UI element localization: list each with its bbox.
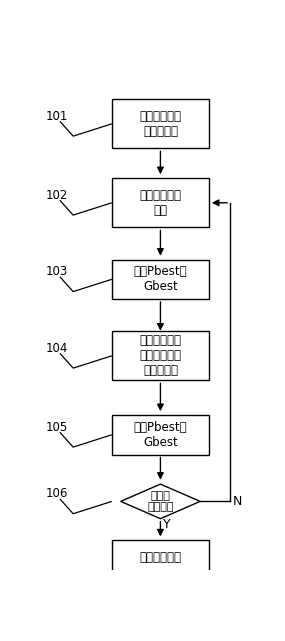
Polygon shape [121, 484, 200, 519]
FancyBboxPatch shape [112, 415, 209, 454]
Text: N: N [233, 495, 243, 508]
Text: 更新Pbest和
Gbest: 更新Pbest和 Gbest [134, 420, 187, 449]
FancyBboxPatch shape [112, 99, 209, 149]
Text: 计算粒子适应
度値: 计算粒子适应 度値 [139, 189, 182, 217]
Text: 106: 106 [46, 488, 68, 501]
Text: 101: 101 [46, 110, 68, 123]
Text: Y: Y [163, 518, 171, 531]
Text: 输出最好路径: 输出最好路径 [139, 551, 182, 563]
FancyBboxPatch shape [112, 260, 209, 299]
Text: 103: 103 [46, 265, 68, 278]
Text: 寻找Pbest和
Gbest: 寻找Pbest和 Gbest [134, 265, 187, 294]
FancyBboxPatch shape [112, 540, 209, 574]
Text: 初始化参数和
初始化种群: 初始化参数和 初始化种群 [139, 110, 182, 138]
FancyBboxPatch shape [112, 178, 209, 228]
Text: 满足终
止条件？: 满足终 止条件？ [147, 490, 174, 512]
Text: 引入交叉和变
异机制，更新
粒子和速度: 引入交叉和变 异机制，更新 粒子和速度 [139, 335, 182, 378]
Text: 102: 102 [46, 189, 68, 202]
Text: 105: 105 [46, 421, 68, 434]
Text: 104: 104 [46, 342, 68, 355]
FancyBboxPatch shape [112, 331, 209, 381]
